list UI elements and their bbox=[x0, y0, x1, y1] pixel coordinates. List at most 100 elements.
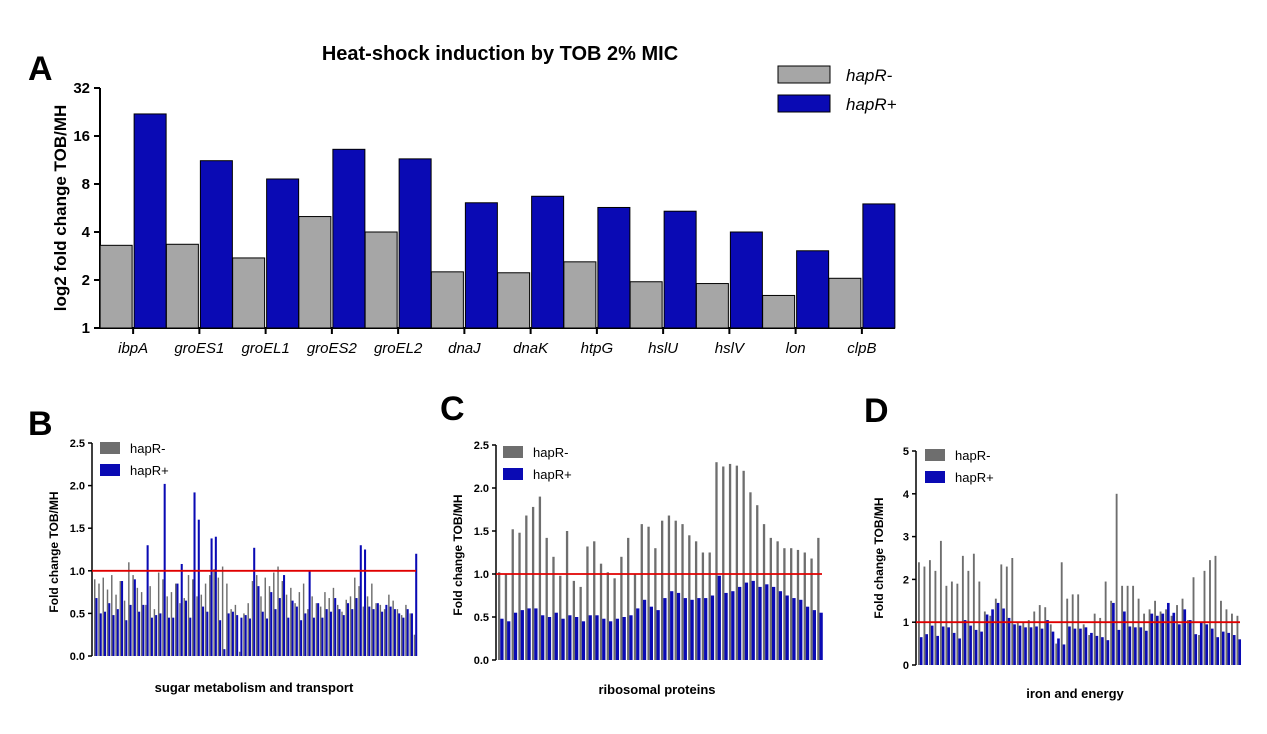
chart-b-bar-hapr-plus bbox=[257, 586, 260, 656]
chart-b-bar-hapr-plus bbox=[133, 579, 136, 656]
chart-b-bar-hapr-plus bbox=[329, 611, 332, 656]
chart-c-bar-hapr-plus bbox=[520, 610, 524, 660]
chart-b-bar-hapr-plus bbox=[184, 600, 188, 656]
chart-c-ytick-label: 1.0 bbox=[474, 569, 489, 581]
chart-d-bar-hapr-plus bbox=[1062, 644, 1066, 665]
chart-d-bar-hapr-plus bbox=[1024, 627, 1027, 665]
chart-b-bar-hapr-plus bbox=[95, 598, 98, 656]
chart-b-bar-hapr-plus bbox=[146, 545, 149, 656]
chart-a-category-label: htpG bbox=[581, 340, 614, 357]
chart-b-bar-hapr-plus bbox=[342, 615, 345, 656]
chart-d-bar-hapr-minus bbox=[983, 611, 986, 665]
chart-c-bar-hapr-plus bbox=[581, 621, 586, 660]
chart-b-bar-hapr-plus bbox=[304, 613, 307, 656]
chart-d-bar-hapr-minus bbox=[961, 555, 964, 665]
chart-d-bar-hapr-minus bbox=[1214, 555, 1217, 665]
chart-d-bar-hapr-plus bbox=[1161, 613, 1165, 665]
chart-d-ytick-label: 2 bbox=[903, 574, 909, 586]
chart-a-ytick-label: 2 bbox=[82, 272, 90, 289]
chart-c-bar-hapr-plus bbox=[690, 599, 694, 660]
chart-c-bar-hapr-minus bbox=[776, 541, 779, 660]
chart-d-bar-hapr-minus bbox=[1082, 624, 1085, 665]
chart-b-bar-hapr-minus bbox=[362, 606, 365, 656]
chart-b-bar-hapr-plus bbox=[385, 604, 388, 656]
chart-d-bar-hapr-minus bbox=[1220, 600, 1222, 665]
chart-c-bar-hapr-minus bbox=[694, 541, 698, 660]
chart-b-bar-hapr-minus bbox=[204, 583, 207, 656]
chart-b-bar-hapr-minus bbox=[183, 598, 185, 656]
chart-c-bar-hapr-minus bbox=[722, 466, 725, 660]
chart-a-categories: ibpA groES1 groEL1 groES2 groEL2 dnaJ dnaK htpG… bbox=[118, 340, 876, 357]
chart-b-bar-hapr-plus bbox=[159, 613, 162, 656]
chart-b-bar-hapr-minus bbox=[111, 575, 113, 656]
chart-b-bar-hapr-plus bbox=[346, 603, 350, 656]
chart-d-legend-swatch bbox=[925, 449, 945, 461]
chart-c-bar-hapr-minus bbox=[572, 580, 576, 660]
chart-c-bar-hapr-minus bbox=[579, 586, 582, 660]
chart-b-bar-hapr-plus bbox=[334, 598, 337, 656]
chart-b-bar-hapr-plus bbox=[355, 598, 358, 656]
chart-b-bar-hapr-minus bbox=[226, 583, 228, 656]
chart-c-bar-hapr-minus bbox=[681, 524, 684, 660]
chart-c-bar-hapr-minus bbox=[661, 520, 664, 660]
chart-a-category-label: lon bbox=[786, 340, 806, 357]
chart-b-bar-hapr-plus bbox=[308, 570, 311, 656]
chart-d-bar-hapr-plus bbox=[1210, 628, 1214, 665]
chart-d-bar-hapr-plus bbox=[1139, 627, 1143, 665]
chart-a-ytick-label: 16 bbox=[73, 128, 90, 145]
chart-b-bars bbox=[92, 483, 418, 656]
chart-b-bar-hapr-plus bbox=[223, 649, 226, 656]
chart-b-bar-hapr-plus bbox=[176, 583, 179, 656]
chart-d-bar-hapr-minus bbox=[923, 566, 926, 665]
chart-b-bar-hapr-minus bbox=[170, 592, 173, 656]
chart-d-bar-hapr-plus bbox=[969, 625, 972, 665]
chart-d-bar-hapr-minus bbox=[1000, 564, 1003, 665]
chart-c-bar-hapr-plus bbox=[507, 621, 511, 660]
chart-c-bar-hapr-plus bbox=[554, 612, 558, 660]
chart-c-bar-hapr-minus bbox=[559, 575, 562, 660]
chart-c-bar-hapr-plus bbox=[629, 615, 633, 660]
chart-c-bar-hapr-plus bbox=[731, 591, 735, 660]
chart-a-bar-hapr-plus bbox=[663, 210, 697, 329]
chart-a-bar-hapr-minus bbox=[762, 294, 796, 329]
chart-c-legend-label: hapR+ bbox=[533, 467, 572, 482]
chart-d-bar-hapr-minus bbox=[1165, 609, 1167, 665]
chart-c-bar-hapr-plus bbox=[534, 608, 538, 660]
chart-b-bar-hapr-plus bbox=[265, 618, 269, 656]
chart-c-bar-hapr-plus bbox=[683, 598, 687, 660]
chart-d-bar-hapr-minus bbox=[1099, 617, 1102, 665]
chart-d-bar-hapr-plus bbox=[1013, 624, 1016, 665]
chart-a-bar-hapr-minus bbox=[629, 281, 663, 329]
chart-d-ytick-label: 5 bbox=[903, 446, 909, 458]
chart-d-bar-hapr-plus bbox=[1018, 625, 1022, 665]
chart-c-bar-hapr-plus bbox=[602, 618, 606, 660]
chart-b-bar-hapr-plus bbox=[325, 609, 328, 656]
chart-c-legend-swatch bbox=[503, 446, 523, 458]
chart-b-bar-hapr-minus bbox=[311, 596, 313, 656]
chart-b-bar-hapr-minus bbox=[268, 586, 271, 656]
chart-c-bar-hapr-minus bbox=[715, 462, 718, 660]
chart-d-bar-hapr-minus bbox=[1148, 609, 1151, 665]
chart-d-bar-hapr-minus bbox=[1027, 620, 1030, 665]
chart-c-bar-hapr-minus bbox=[545, 537, 548, 660]
chart-d-bar-hapr-minus bbox=[1121, 585, 1124, 665]
chart-d-bar-hapr-plus bbox=[919, 637, 923, 665]
chart-c-bar-hapr-minus bbox=[613, 578, 616, 660]
chart-c-ylabel: Fold change TOB/MH bbox=[451, 494, 465, 615]
chart-b-ytick-label: 0.5 bbox=[70, 608, 85, 620]
chart-b-bar-hapr-minus bbox=[281, 581, 284, 656]
chart-b-bar-hapr-minus bbox=[175, 583, 177, 656]
chart-b-bar-hapr-plus bbox=[338, 609, 341, 656]
chart-b-bar-hapr-plus bbox=[278, 598, 281, 656]
chart-d-bar-hapr-plus bbox=[963, 620, 967, 665]
chart-a-category-label: groEL1 bbox=[241, 340, 289, 357]
chart-d-bar-hapr-minus bbox=[1143, 613, 1146, 665]
chart-d-bar-hapr-plus bbox=[974, 629, 978, 665]
chart-c-ytick-label: 2.5 bbox=[474, 440, 489, 452]
chart-d-bar-hapr-plus bbox=[1073, 628, 1077, 665]
chart-a-bar-hapr-minus bbox=[298, 216, 332, 329]
chart-a-bar-hapr-minus bbox=[232, 257, 266, 329]
chart-c-bar-hapr-minus bbox=[728, 463, 732, 660]
chart-c-bar-hapr-minus bbox=[606, 572, 609, 660]
